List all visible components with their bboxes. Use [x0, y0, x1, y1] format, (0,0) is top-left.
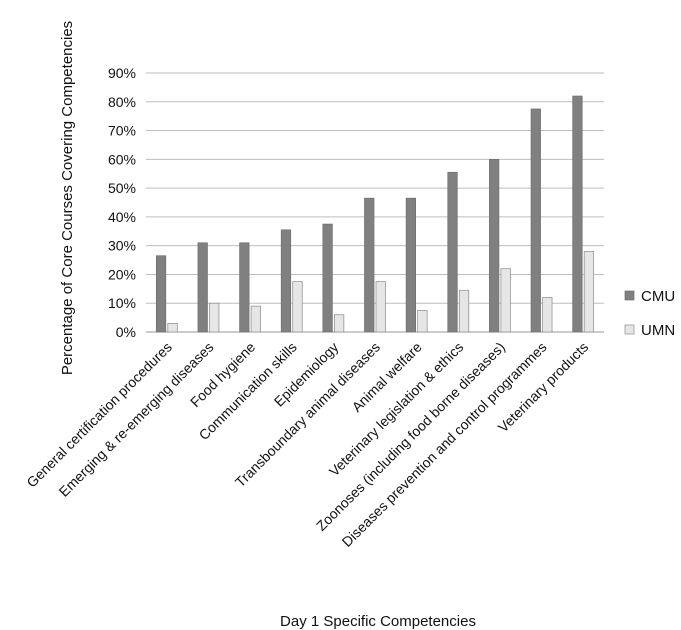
bar-cmu: [530, 108, 541, 333]
y-tick-label: 70%: [108, 123, 136, 139]
y-tick-label: 40%: [108, 209, 136, 225]
y-tick-label: 30%: [108, 238, 136, 254]
bar-umn: [583, 251, 595, 333]
bar-cmu: [197, 242, 208, 333]
y-tick-label: 10%: [108, 295, 136, 311]
legend-label-umn: UMN: [641, 322, 675, 339]
bar-cmu: [489, 158, 500, 333]
x-axis-categories: General certification proceduresEmerging…: [23, 339, 591, 550]
bar-cmu: [155, 255, 167, 333]
y-tick-label: 90%: [108, 65, 136, 81]
y-tick-label: 20%: [108, 266, 136, 282]
y-tick-label: 60%: [108, 151, 136, 167]
legend-swatch-cmu: [624, 290, 635, 301]
x-axis-title: Day 1 Specific Competencies: [280, 613, 476, 630]
bars: [155, 95, 595, 333]
bar-umn: [542, 297, 553, 333]
legend-swatch-umn: [624, 324, 635, 335]
y-tick-label: 80%: [108, 94, 136, 110]
bar-umn: [375, 281, 386, 333]
bar-cmu: [572, 95, 583, 333]
bar-umn: [500, 268, 511, 333]
bar-cmu: [405, 197, 416, 333]
gridlines: [146, 72, 604, 333]
bar-umn: [292, 281, 303, 333]
y-axis-ticks: 0% 10% 20% 30% 40% 50% 60% 70% 80% 90%: [108, 65, 136, 340]
bar-umn: [167, 323, 178, 333]
bar-cmu: [447, 171, 458, 333]
legend: CMU UMN: [624, 288, 675, 339]
bar-cmu: [239, 242, 250, 333]
bar-umn: [334, 314, 345, 333]
legend-label-cmu: CMU: [641, 288, 675, 305]
y-axis-title: Percentage of Core Courses Covering Comp…: [59, 21, 76, 375]
bar-cmu: [322, 223, 333, 333]
bar-umn: [417, 310, 428, 333]
x-category-label: General certification procedures: [23, 339, 175, 491]
bar-umn: [209, 302, 220, 333]
bar-umn: [458, 289, 470, 333]
x-category-label: Emerging & re-emerging diseases: [56, 339, 217, 500]
bar-umn: [250, 305, 261, 333]
y-tick-label: 0%: [116, 324, 136, 340]
y-tick-label: 50%: [108, 180, 136, 196]
bar-cmu: [364, 197, 375, 333]
bar-cmu: [280, 229, 292, 333]
